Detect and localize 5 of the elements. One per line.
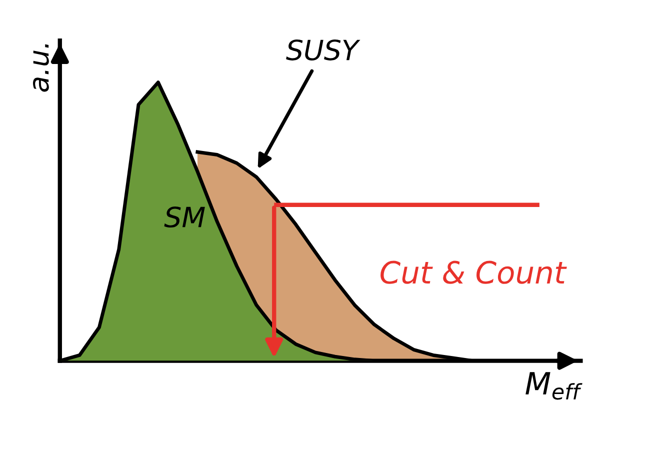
y-axis-title: a.u. — [33, 44, 49, 92]
series-label: SM — [164, 206, 205, 228]
ref-line-label: Cut & Count — [380, 260, 567, 284]
text: SUSY — [286, 39, 360, 60]
x-axis-title: M$_{eff}$ — [526, 372, 582, 400]
